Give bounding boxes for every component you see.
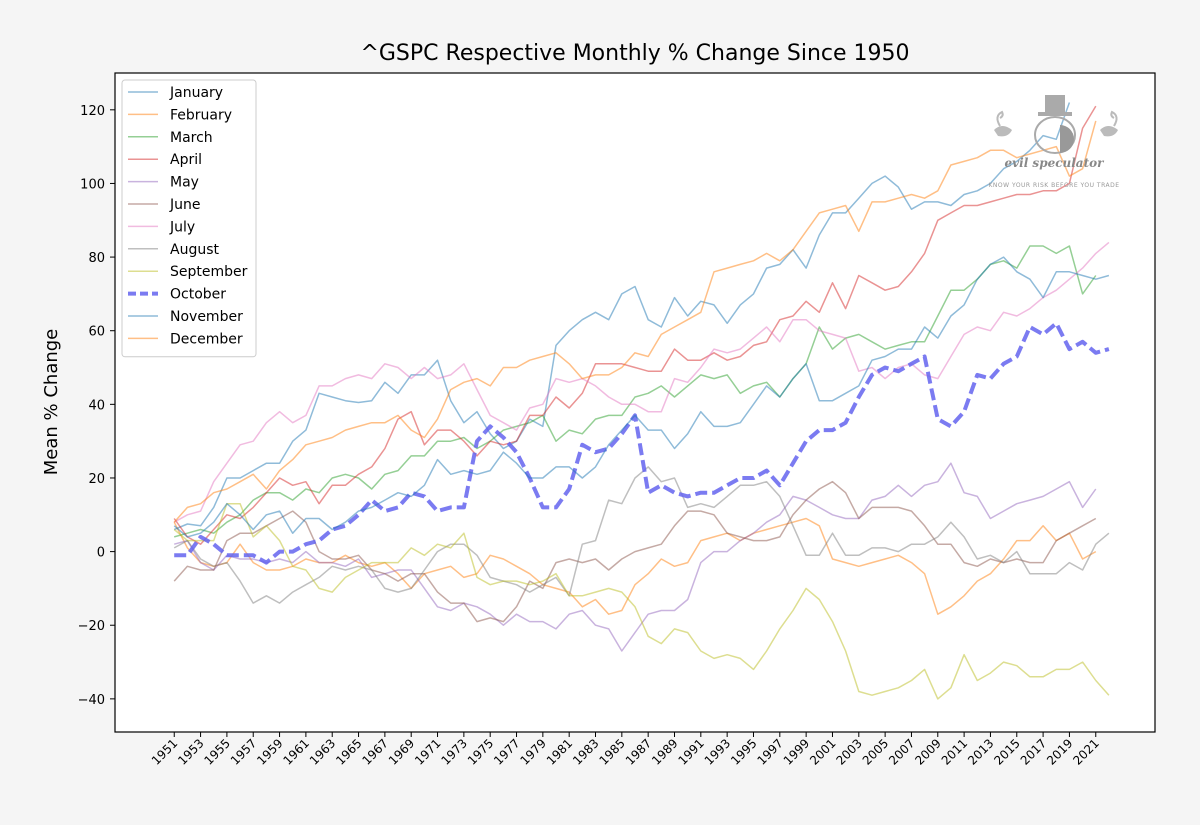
- plot-frame: [114, 72, 1156, 733]
- legend-label-november: November: [170, 309, 243, 325]
- series-line-september: [173, 502, 1110, 700]
- series-line-july: [173, 241, 1110, 523]
- legend-label-april: April: [170, 152, 202, 168]
- legend-label-july: July: [169, 219, 195, 235]
- y-tick-label: 120: [80, 104, 105, 119]
- y-tick-label: 60: [88, 325, 105, 340]
- y-tick-label: 80: [88, 251, 105, 266]
- chart-title: ^GSPC Respective Monthly % Change Since …: [360, 41, 909, 66]
- legend-label-june: June: [169, 197, 201, 213]
- legend-label-december: December: [170, 331, 243, 347]
- watermark-tagline: KNOW YOUR RISK BEFORE YOU TRADE: [988, 182, 1119, 189]
- series-line-may: [174, 462, 1097, 652]
- series-line-december: [173, 120, 1097, 523]
- legend-box: [121, 79, 257, 358]
- top-hat-figure-icon: [1034, 95, 1076, 154]
- series-layer: [173, 102, 1110, 700]
- legend-label-february: February: [170, 107, 232, 123]
- y-tick-label: 40: [88, 398, 105, 413]
- legend-label-march: March: [170, 130, 213, 146]
- series-line-january: [173, 102, 1071, 531]
- legend-label-october: October: [170, 287, 226, 303]
- watermark-logo: evil speculator KNOW YOUR RISK BEFORE YO…: [988, 95, 1119, 189]
- y-axis-label: Mean % Change: [41, 329, 62, 476]
- legend-label-january: January: [169, 85, 223, 101]
- y-tick-label: 100: [80, 177, 105, 192]
- series-line-october: [174, 321, 1110, 565]
- y-tick-label: −40: [78, 693, 105, 708]
- series-line-june: [173, 480, 1097, 623]
- y-tick-label: −20: [78, 619, 105, 634]
- y-axis: −40 −20 0 20 40 60 80 100 120: [78, 104, 115, 708]
- y-tick-label: 0: [97, 546, 105, 561]
- swan-left-icon: [994, 110, 1012, 137]
- legend: January February March April May June July Augu…: [121, 79, 257, 358]
- swan-right-icon: [1100, 110, 1118, 137]
- plot-area: [115, 73, 1155, 732]
- watermark-brand: evil speculator: [1005, 156, 1106, 170]
- series-line-april: [173, 105, 1097, 545]
- series-line-august: [173, 466, 1110, 604]
- legend-label-may: May: [170, 175, 199, 191]
- y-tick-label: 20: [88, 472, 105, 487]
- series-line-november: [173, 256, 1110, 538]
- legend-label-september: September: [170, 264, 248, 280]
- series-line-march: [173, 245, 1097, 538]
- legend-label-august: August: [170, 242, 220, 258]
